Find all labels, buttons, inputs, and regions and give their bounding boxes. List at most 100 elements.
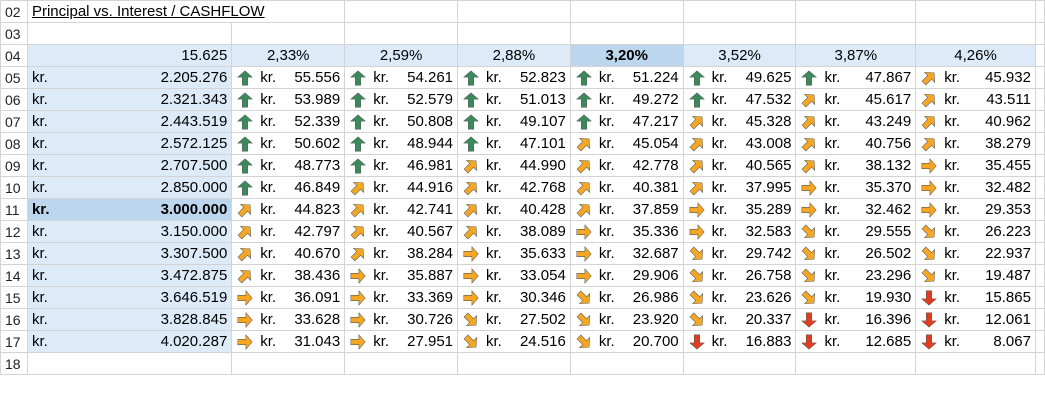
payment-cell[interactable]: kr. 45.054 <box>569 132 684 155</box>
payment-cell[interactable]: kr. 29.555 <box>795 220 917 243</box>
payment-cell[interactable]: kr. 23.626 <box>682 286 797 309</box>
payment-cell[interactable]: kr. 42.778 <box>569 154 684 177</box>
cell-empty[interactable] <box>1034 66 1045 89</box>
payment-cell[interactable]: kr. 49.625 <box>682 66 797 89</box>
payment-cell[interactable]: kr. 50.602 <box>231 132 346 155</box>
payment-cell[interactable]: kr. 54.261 <box>344 66 459 89</box>
payment-cell[interactable]: kr. 26.223 <box>915 220 1036 243</box>
payment-cell[interactable]: kr. 40.962 <box>915 110 1036 133</box>
payment-cell[interactable]: kr. 51.224 <box>569 66 684 89</box>
payment-cell[interactable]: kr. 52.579 <box>344 88 459 111</box>
payment-cell[interactable]: kr. 35.455 <box>915 154 1036 177</box>
payment-cell[interactable]: kr. 38.279 <box>915 132 1036 155</box>
payment-cell[interactable]: kr. 47.532 <box>682 88 797 111</box>
payment-cell[interactable]: kr. 29.906 <box>569 264 684 287</box>
payment-cell[interactable]: kr. 27.502 <box>457 308 571 331</box>
title-cell[interactable]: Principal vs. Interest / CASHFLOW <box>26 0 346 23</box>
payment-cell[interactable]: kr. 42.797 <box>231 220 346 243</box>
payment-cell[interactable]: kr. 35.633 <box>457 242 571 265</box>
principal-cell[interactable]: kr. 3.472.875 <box>26 264 233 287</box>
cell-empty[interactable] <box>1034 308 1045 331</box>
cell-empty[interactable] <box>1034 286 1045 309</box>
principal-cell[interactable]: kr. 3.000.000 <box>26 198 233 221</box>
cell-empty[interactable] <box>344 352 459 375</box>
principal-cell[interactable]: kr. 2.707.500 <box>26 154 233 177</box>
cell-empty[interactable] <box>26 352 233 375</box>
cell-empty[interactable] <box>1034 22 1045 45</box>
payment-cell[interactable]: kr. 38.284 <box>344 242 459 265</box>
payment-cell[interactable]: kr. 45.932 <box>915 66 1036 89</box>
payment-cell[interactable]: kr. 32.583 <box>682 220 797 243</box>
principal-cell[interactable]: kr. 3.150.000 <box>26 220 233 243</box>
rate-header[interactable]: 3,20% <box>569 44 684 67</box>
payment-cell[interactable]: kr. 26.502 <box>795 242 917 265</box>
payment-cell[interactable]: kr. 40.381 <box>569 176 684 199</box>
payment-cell[interactable]: kr. 45.617 <box>795 88 917 111</box>
payment-cell[interactable]: kr. 35.336 <box>569 220 684 243</box>
principal-cell[interactable]: kr. 4.020.287 <box>26 330 233 353</box>
payment-cell[interactable]: kr. 47.867 <box>795 66 917 89</box>
payment-cell[interactable]: kr. 38.436 <box>231 264 346 287</box>
payment-cell[interactable]: kr. 33.628 <box>231 308 346 331</box>
cell-empty[interactable] <box>457 22 571 45</box>
rate-header[interactable]: 2,88% <box>457 44 571 67</box>
payment-cell[interactable]: kr. 44.823 <box>231 198 346 221</box>
rate-header[interactable]: 3,52% <box>682 44 797 67</box>
cell-empty[interactable] <box>231 22 346 45</box>
payment-cell[interactable]: kr. 31.043 <box>231 330 346 353</box>
cell-empty[interactable] <box>1034 44 1045 67</box>
payment-cell[interactable]: kr. 8.067 <box>915 330 1036 353</box>
payment-cell[interactable]: kr. 40.428 <box>457 198 571 221</box>
cell-empty[interactable] <box>915 352 1036 375</box>
cell-empty[interactable] <box>1034 198 1045 221</box>
payment-cell[interactable]: kr. 29.742 <box>682 242 797 265</box>
payment-cell[interactable]: kr. 48.944 <box>344 132 459 155</box>
cell-empty[interactable] <box>1034 132 1045 155</box>
payment-cell[interactable]: kr. 40.565 <box>682 154 797 177</box>
cell-empty[interactable] <box>682 352 797 375</box>
payment-cell[interactable]: kr. 45.328 <box>682 110 797 133</box>
payment-cell[interactable]: kr. 19.930 <box>795 286 917 309</box>
principal-cell[interactable]: kr. 3.828.845 <box>26 308 233 331</box>
payment-cell[interactable]: kr. 30.346 <box>457 286 571 309</box>
payment-cell[interactable]: kr. 35.289 <box>682 198 797 221</box>
cell-empty[interactable] <box>795 22 917 45</box>
payment-cell[interactable]: kr. 49.107 <box>457 110 571 133</box>
payment-cell[interactable]: kr. 47.217 <box>569 110 684 133</box>
cell-empty[interactable] <box>569 22 684 45</box>
payment-cell[interactable]: kr. 43.008 <box>682 132 797 155</box>
payment-cell[interactable]: kr. 27.951 <box>344 330 459 353</box>
payment-cell[interactable]: kr. 42.741 <box>344 198 459 221</box>
payment-cell[interactable]: kr. 42.768 <box>457 176 571 199</box>
cell-empty[interactable] <box>915 0 1036 23</box>
payment-cell[interactable]: kr. 53.989 <box>231 88 346 111</box>
cell-empty[interactable] <box>569 0 684 23</box>
payment-cell[interactable]: kr. 40.756 <box>795 132 917 155</box>
payment-cell[interactable]: kr. 16.883 <box>682 330 797 353</box>
payment-cell[interactable]: kr. 32.462 <box>795 198 917 221</box>
cell-empty[interactable] <box>915 22 1036 45</box>
rate-header[interactable]: 2,59% <box>344 44 459 67</box>
cell-empty[interactable] <box>344 22 459 45</box>
payment-cell[interactable]: kr. 52.339 <box>231 110 346 133</box>
cell-empty[interactable] <box>682 0 797 23</box>
cell-empty[interactable] <box>1034 154 1045 177</box>
payment-cell[interactable]: kr. 51.013 <box>457 88 571 111</box>
payment-cell[interactable]: kr. 26.986 <box>569 286 684 309</box>
principal-cell[interactable]: kr. 2.321.343 <box>26 88 233 111</box>
principal-cell[interactable]: kr. 2.850.000 <box>26 176 233 199</box>
cell-empty[interactable] <box>1034 352 1045 375</box>
payment-cell[interactable]: kr. 33.054 <box>457 264 571 287</box>
principal-cell[interactable]: kr. 2.205.276 <box>26 66 233 89</box>
cell-empty[interactable] <box>1034 0 1045 23</box>
payment-cell[interactable]: kr. 12.685 <box>795 330 917 353</box>
payment-cell[interactable]: kr. 43.249 <box>795 110 917 133</box>
payment-cell[interactable]: kr. 52.823 <box>457 66 571 89</box>
payment-cell[interactable]: kr. 48.773 <box>231 154 346 177</box>
payment-cell[interactable]: kr. 32.482 <box>915 176 1036 199</box>
payment-cell[interactable]: kr. 38.089 <box>457 220 571 243</box>
cell-empty[interactable] <box>1034 242 1045 265</box>
principal-cell[interactable]: kr. 2.572.125 <box>26 132 233 155</box>
cell-empty[interactable] <box>457 352 571 375</box>
payment-cell[interactable]: kr. 22.937 <box>915 242 1036 265</box>
